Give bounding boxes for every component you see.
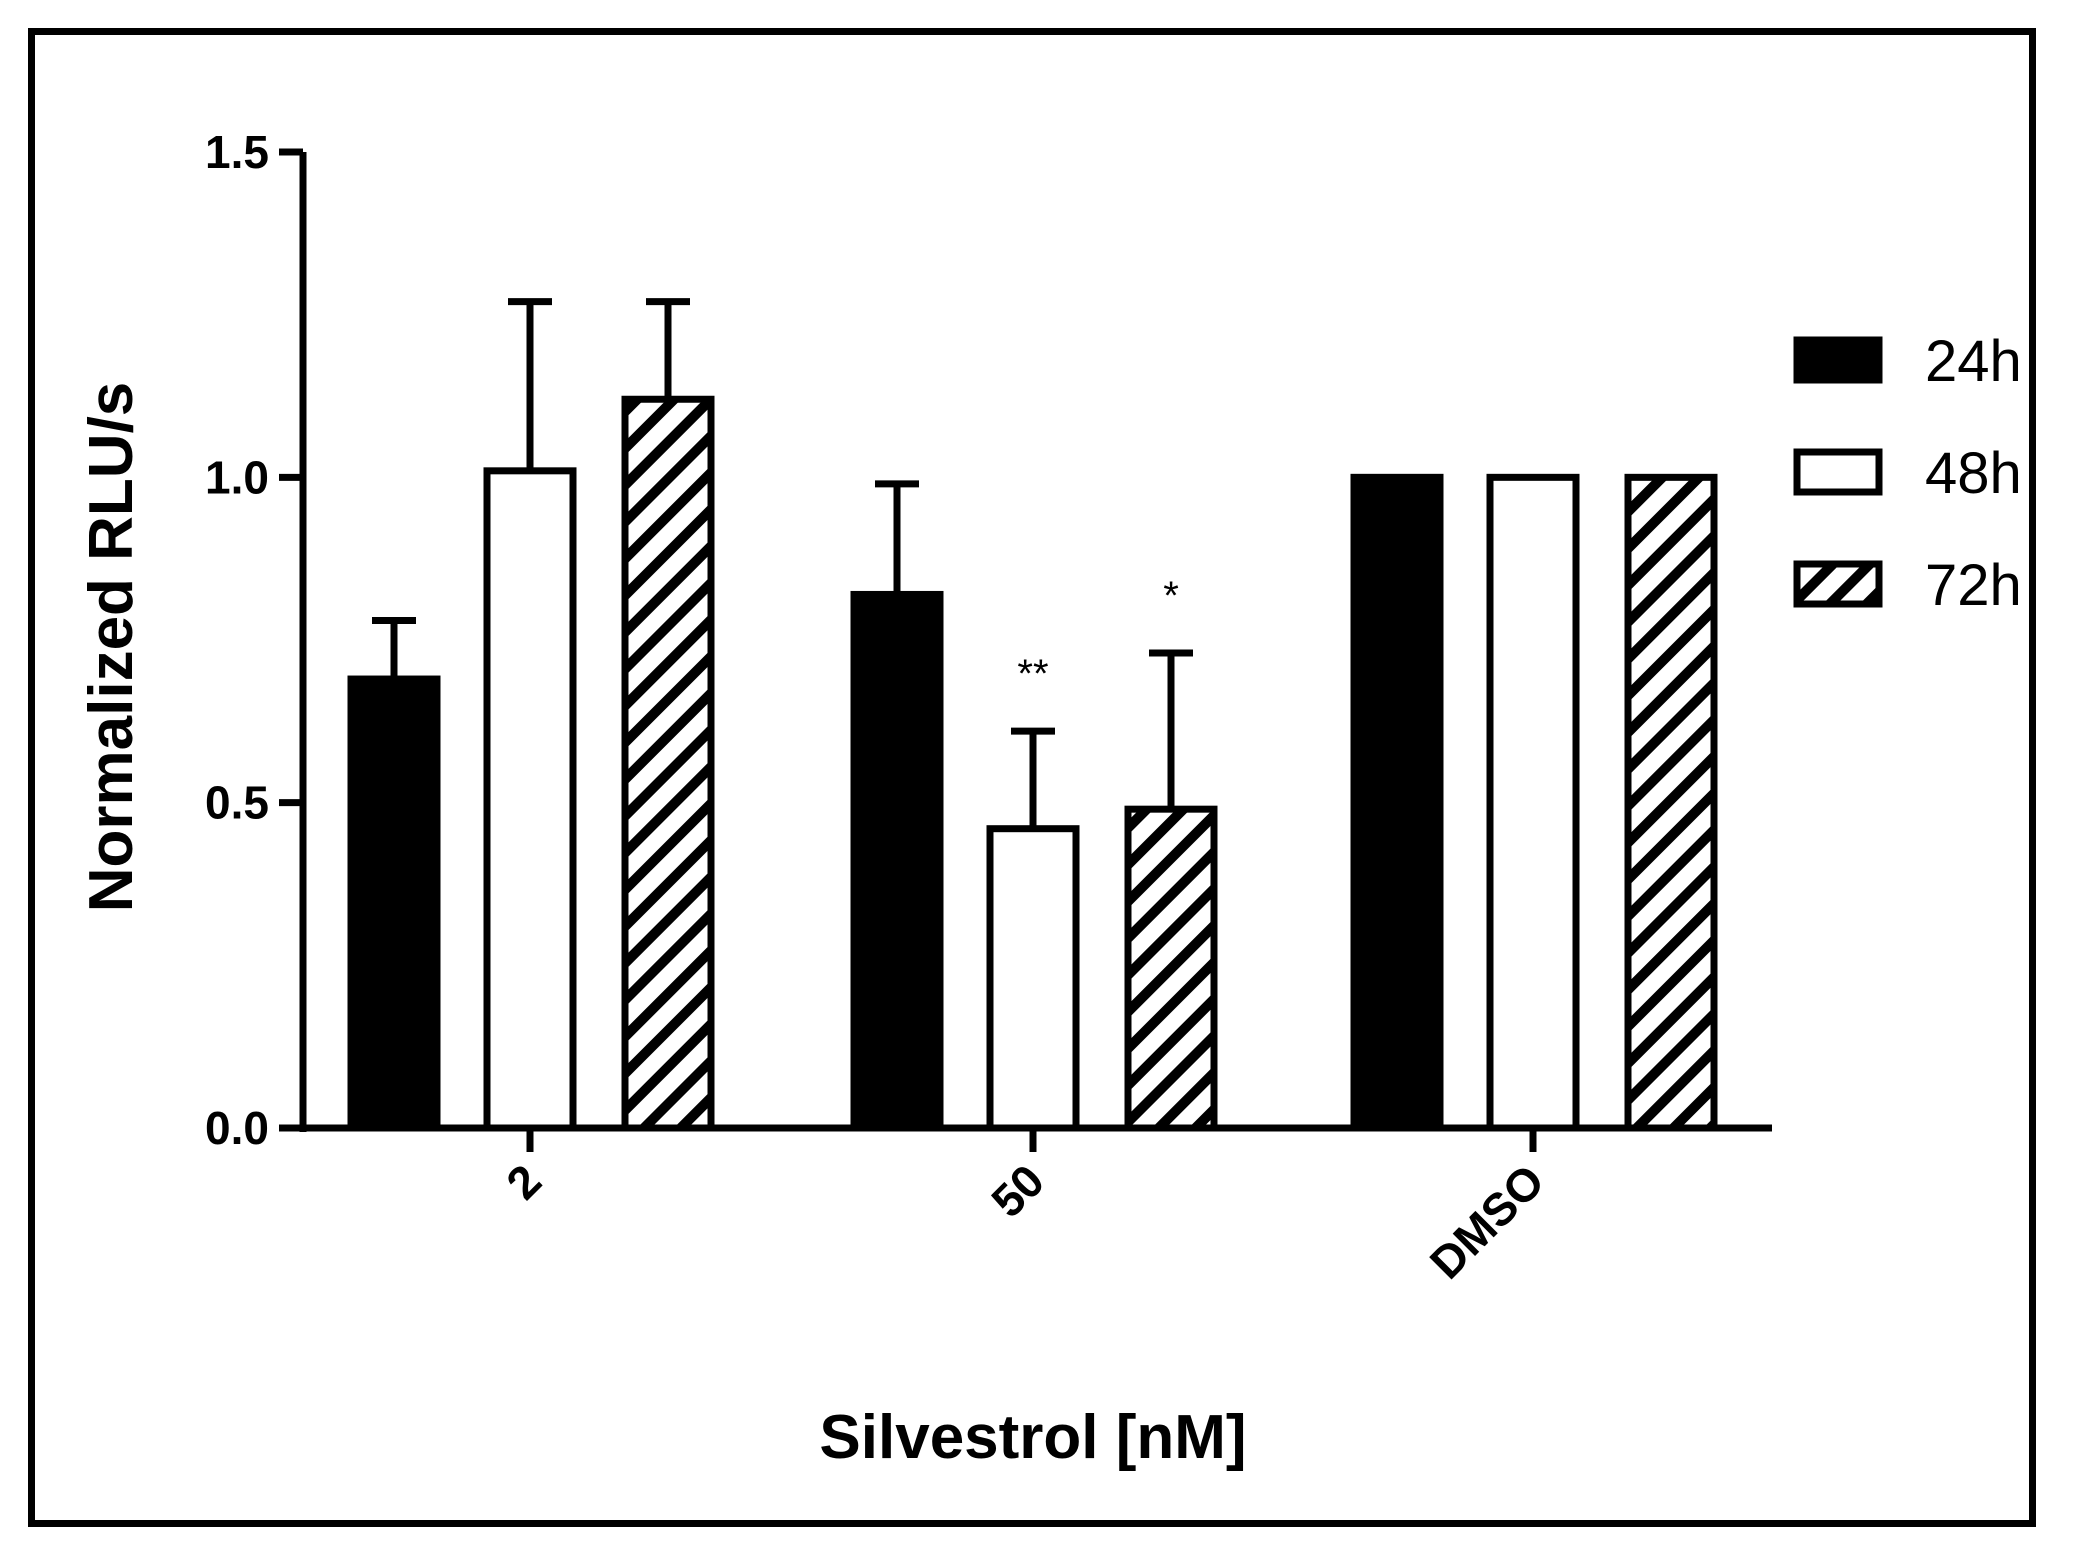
x-tick-label-DMSO: DMSO [1420,1154,1554,1288]
legend-label-24h: 24h [1925,329,2022,394]
y-tick-label: 0.5 [205,777,269,829]
y-tick-label: 0.0 [205,1102,269,1154]
legend-swatch-24h [1793,336,1883,384]
x-tick-label-2: 2 [496,1154,551,1209]
legend-label-48h: 48h [1925,441,2022,506]
bar-48h-DMSO [1486,473,1580,1132]
y-tick-label: 1.0 [205,451,269,503]
bar-72h-2 [621,395,715,1132]
bar-72h-50 [1124,805,1218,1132]
bar-24h-DMSO [1350,473,1444,1132]
significance-48h-50: ** [1017,652,1048,696]
bar-72h-DMSO [1624,473,1718,1132]
legend-label-72h: 72h [1925,553,2022,618]
legend-swatch-48h [1793,448,1883,496]
bar-48h-2 [483,467,577,1132]
legend-swatch-72h [1793,560,1883,608]
bar-24h-50 [850,590,944,1132]
bar-24h-2 [347,675,441,1132]
y-tick-label: 1.5 [205,126,269,178]
x-axis-title: Silvestrol [nM] [819,1403,1246,1472]
legend: 24h 48h 72h [1793,329,2022,618]
significance-72h-50: * [1163,574,1179,618]
y-axis-title: Normalized RLU/s [77,382,146,913]
x-tick-label-50: 50 [981,1154,1054,1227]
bar-48h-50 [986,825,1080,1132]
bars-layer: *** [347,298,1718,1132]
